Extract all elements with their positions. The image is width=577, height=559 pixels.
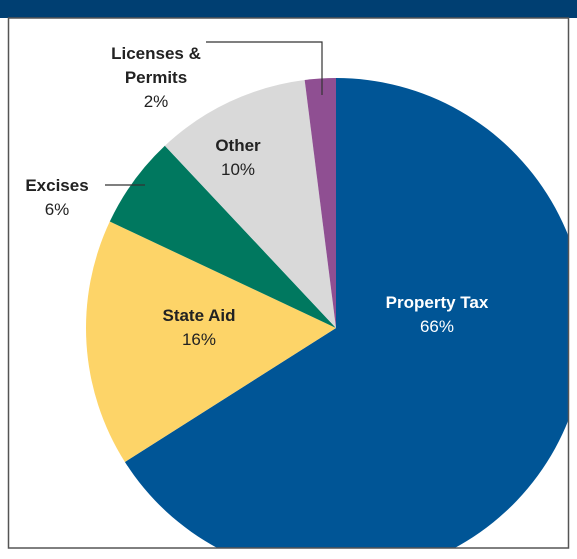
header-band xyxy=(0,0,577,18)
value-label: 2% xyxy=(143,92,169,111)
slice-label: Other 10% xyxy=(215,134,260,182)
value-label: 16% xyxy=(181,330,217,349)
leader-line xyxy=(206,41,323,95)
pie-slice xyxy=(164,79,336,329)
slice-label: Excises 6% xyxy=(25,174,88,222)
pie-slice xyxy=(109,145,336,328)
category-name: Licenses & Permits xyxy=(111,44,201,87)
slice-label: Licenses & Permits 2% xyxy=(101,42,211,114)
pie-slice xyxy=(304,78,336,328)
value-label: 6% xyxy=(44,200,70,219)
slice-label: Property Tax 66% xyxy=(386,291,489,339)
pie xyxy=(86,78,568,548)
category-name: State Aid xyxy=(162,306,236,325)
category-name: Excises xyxy=(25,176,89,195)
slice-label: State Aid 16% xyxy=(162,304,235,352)
pie-slice xyxy=(86,221,336,462)
category-name: Other xyxy=(215,136,261,155)
value-label: 66% xyxy=(419,317,455,336)
pie-slice xyxy=(124,78,568,548)
frame xyxy=(7,17,570,549)
value-label: 10% xyxy=(220,160,256,179)
category-name: Property Tax xyxy=(385,293,489,312)
